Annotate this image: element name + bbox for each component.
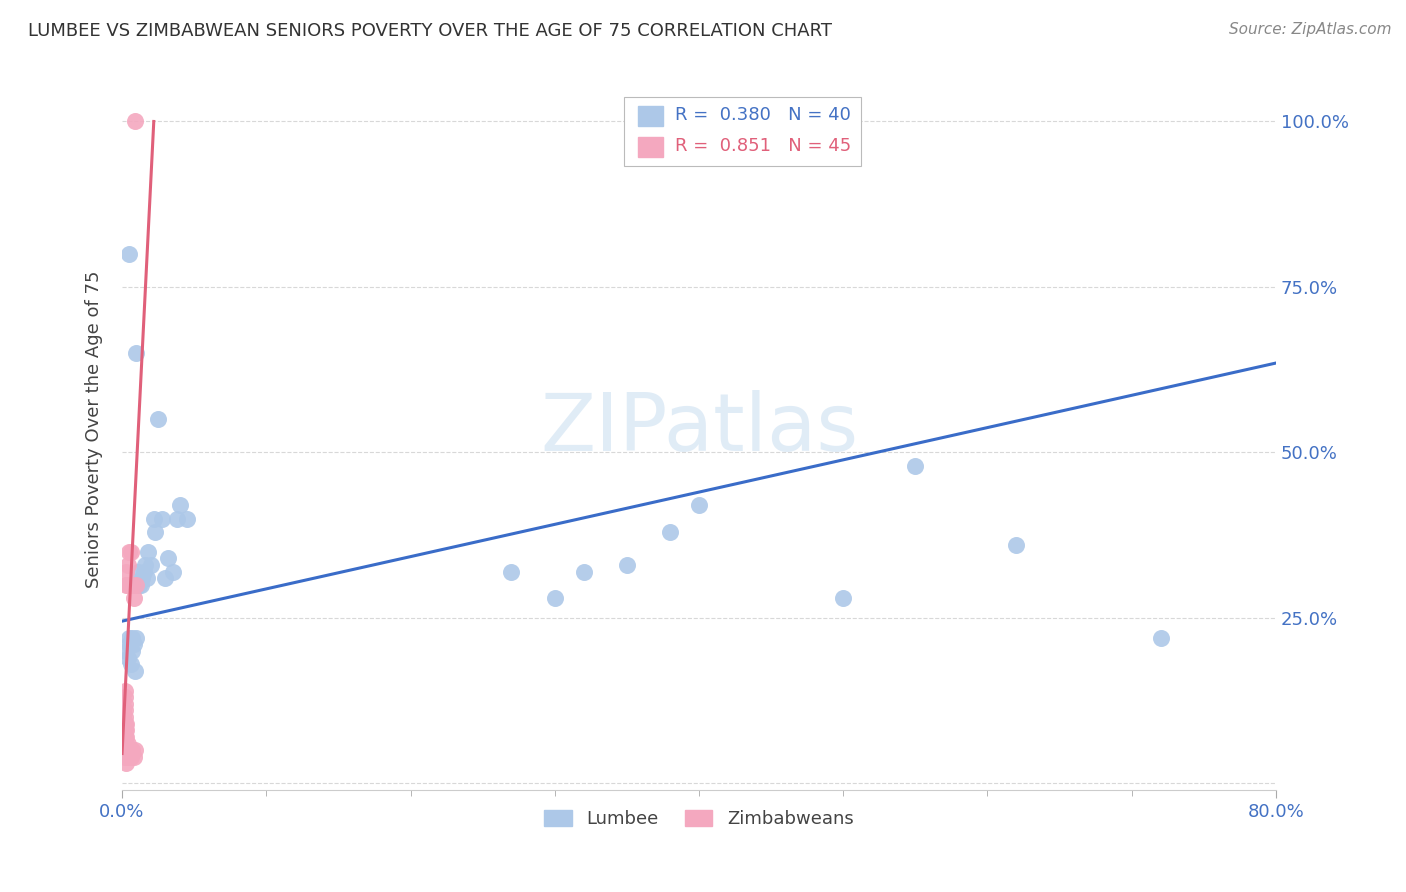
Bar xyxy=(638,106,664,127)
Point xyxy=(114,683,136,698)
Point xyxy=(131,571,153,585)
Point xyxy=(112,737,135,751)
Point xyxy=(157,551,180,566)
Point xyxy=(115,723,138,738)
Point xyxy=(121,578,143,592)
Point xyxy=(139,558,162,572)
Point xyxy=(115,730,138,744)
Point xyxy=(544,591,567,605)
Point xyxy=(121,631,143,645)
Point xyxy=(125,578,148,592)
Point xyxy=(115,578,138,592)
Bar xyxy=(638,137,664,157)
Point xyxy=(118,631,141,645)
Point xyxy=(120,578,142,592)
Point xyxy=(155,571,177,585)
Point xyxy=(659,524,682,539)
Point xyxy=(122,749,145,764)
Point xyxy=(114,710,136,724)
Text: R =  0.851   N = 45: R = 0.851 N = 45 xyxy=(675,137,851,155)
Text: LUMBEE VS ZIMBABWEAN SENIORS POVERTY OVER THE AGE OF 75 CORRELATION CHART: LUMBEE VS ZIMBABWEAN SENIORS POVERTY OVE… xyxy=(28,22,832,40)
FancyBboxPatch shape xyxy=(624,97,860,166)
Point xyxy=(112,704,135,718)
Point xyxy=(832,591,855,605)
Point xyxy=(114,723,136,738)
Point xyxy=(112,723,135,738)
Point xyxy=(115,565,138,579)
Point xyxy=(125,346,148,360)
Point xyxy=(142,511,165,525)
Point xyxy=(166,511,188,525)
Point xyxy=(162,565,184,579)
Point xyxy=(121,743,143,757)
Point xyxy=(114,749,136,764)
Point xyxy=(122,637,145,651)
Point xyxy=(1005,538,1028,552)
Point xyxy=(118,247,141,261)
Point xyxy=(114,716,136,731)
Point xyxy=(118,743,141,757)
Text: ZIPatlas: ZIPatlas xyxy=(540,390,858,468)
Text: Source: ZipAtlas.com: Source: ZipAtlas.com xyxy=(1229,22,1392,37)
Point xyxy=(122,591,145,605)
Point xyxy=(127,565,149,579)
Legend: Lumbee, Zimbabweans: Lumbee, Zimbabweans xyxy=(537,802,860,835)
Point xyxy=(134,558,156,572)
Point xyxy=(118,544,141,558)
Point xyxy=(146,412,169,426)
Point xyxy=(124,114,146,128)
Point xyxy=(112,710,135,724)
Point xyxy=(120,544,142,558)
Point xyxy=(616,558,638,572)
Point xyxy=(120,749,142,764)
Point xyxy=(115,743,138,757)
Point xyxy=(112,716,135,731)
Point xyxy=(114,690,136,705)
Point xyxy=(124,743,146,757)
Point xyxy=(117,749,139,764)
Point xyxy=(114,737,136,751)
Y-axis label: Seniors Poverty Over the Age of 75: Seniors Poverty Over the Age of 75 xyxy=(86,270,103,588)
Point xyxy=(143,524,166,539)
Point xyxy=(132,565,155,579)
Point xyxy=(1149,631,1171,645)
Point xyxy=(121,644,143,658)
Point xyxy=(501,565,523,579)
Point xyxy=(114,704,136,718)
Point xyxy=(112,743,135,757)
Point xyxy=(115,756,138,771)
Point xyxy=(112,730,135,744)
Point xyxy=(117,650,139,665)
Point xyxy=(904,458,927,473)
Point xyxy=(120,657,142,672)
Point xyxy=(118,749,141,764)
Point xyxy=(169,499,191,513)
Point xyxy=(176,511,198,525)
Point xyxy=(115,749,138,764)
Point xyxy=(152,511,174,525)
Point xyxy=(115,716,138,731)
Point xyxy=(125,631,148,645)
Point xyxy=(117,558,139,572)
Point xyxy=(136,544,159,558)
Point xyxy=(125,578,148,592)
Point xyxy=(128,578,150,592)
Point xyxy=(114,743,136,757)
Point xyxy=(117,743,139,757)
Point xyxy=(118,637,141,651)
Point xyxy=(115,737,138,751)
Point xyxy=(118,578,141,592)
Point xyxy=(114,697,136,711)
Point xyxy=(688,499,710,513)
Point xyxy=(117,737,139,751)
Point xyxy=(117,578,139,592)
Point xyxy=(135,571,157,585)
Point xyxy=(124,664,146,678)
Point xyxy=(115,644,138,658)
Point xyxy=(114,730,136,744)
Point xyxy=(129,578,152,592)
Point xyxy=(572,565,595,579)
Text: R =  0.380   N = 40: R = 0.380 N = 40 xyxy=(675,106,851,124)
